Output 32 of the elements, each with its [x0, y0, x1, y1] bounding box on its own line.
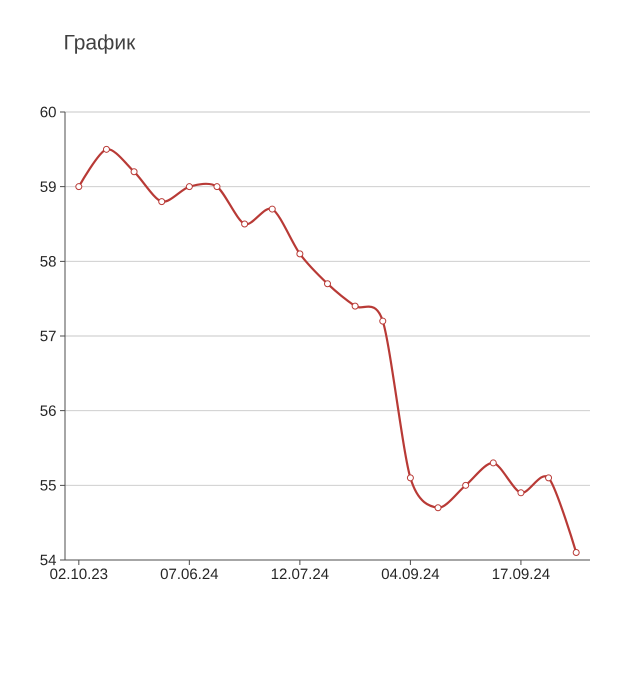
y-tick-label: 59 [40, 181, 56, 192]
point [158, 198, 166, 206]
point [352, 302, 359, 310]
y-tick-label: 57 [40, 330, 56, 342]
y-tick-label: 55 [40, 480, 56, 491]
point [379, 318, 386, 325]
x-tick-label: 04.09.24 [382, 568, 440, 580]
y-tick-label: 56 [40, 405, 56, 416]
x-tick-label: 07.06.24 [160, 568, 218, 580]
chart-title: График [65, 34, 136, 54]
point [268, 206, 276, 213]
point [490, 459, 497, 466]
point [296, 250, 304, 258]
point [102, 146, 110, 153]
point [241, 220, 248, 228]
point [434, 504, 442, 512]
x-tick-label: 17.09.24 [492, 568, 550, 580]
point [572, 549, 580, 556]
point [75, 183, 82, 190]
y-tick-label: 54 [40, 554, 56, 566]
x-tick-label: 02.10.23 [50, 568, 108, 580]
point [517, 489, 524, 496]
y-tick-label: 58 [40, 256, 56, 267]
point [213, 183, 220, 190]
point [545, 474, 552, 482]
point [324, 280, 332, 288]
y-tick-label: 60 [40, 106, 56, 118]
x-tick-label: 12.07.24 [272, 568, 329, 580]
point [130, 168, 138, 176]
point [462, 482, 470, 489]
point [186, 183, 193, 190]
point [406, 474, 414, 482]
